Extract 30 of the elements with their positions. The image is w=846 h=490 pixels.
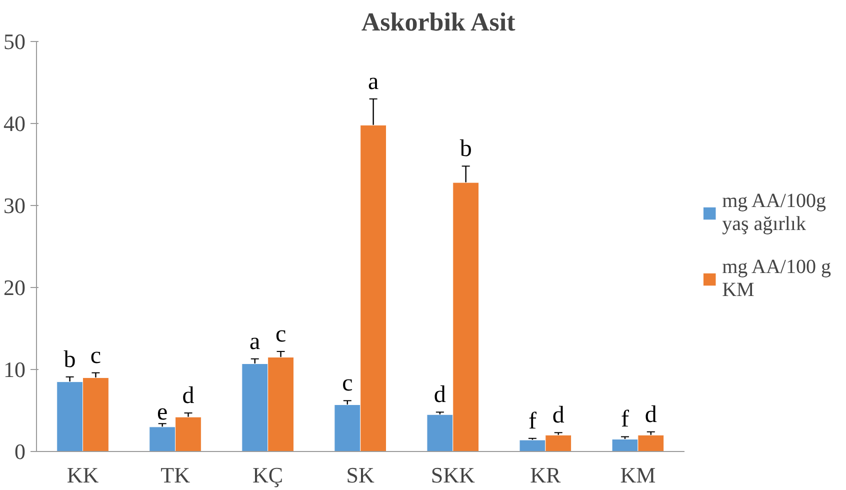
legend-label: mg AA/100 g KM (722, 256, 831, 302)
annotation: b (64, 346, 76, 373)
annotation: d (644, 402, 657, 428)
y-tick-label: 20 (4, 275, 26, 300)
annotation: a (250, 328, 261, 355)
x-tick-label: KR (530, 462, 562, 488)
y-tick-label: 10 (4, 357, 26, 382)
annotation: e (157, 400, 168, 426)
annotation: c (275, 321, 286, 348)
x-tick-label: KÇ (252, 462, 284, 488)
annotation: c (342, 370, 353, 397)
x-tick-label: SKK (430, 462, 475, 488)
annotation: b (460, 136, 472, 162)
annotation: c (90, 342, 102, 369)
annotation: d (552, 402, 564, 429)
x-tick-label: SK (346, 462, 375, 488)
annotation: f (620, 406, 629, 433)
annotation: f (528, 408, 536, 434)
x-tick-label: KM (620, 462, 656, 488)
chart-title: Askorbik Asit (361, 8, 516, 36)
x-tick-label: TK (160, 462, 190, 488)
x-tick-label: KK (66, 462, 99, 488)
annotation: d (434, 382, 446, 408)
y-tick-label: 30 (4, 193, 26, 218)
legend-label: mg AA/100g yaş ağırlık (722, 190, 826, 236)
y-tick-label: 40 (4, 111, 26, 136)
y-tick-label: 0 (14, 439, 26, 464)
annotation: d (182, 382, 194, 409)
y-tick-label: 50 (4, 29, 26, 54)
annotation: a (368, 68, 379, 95)
